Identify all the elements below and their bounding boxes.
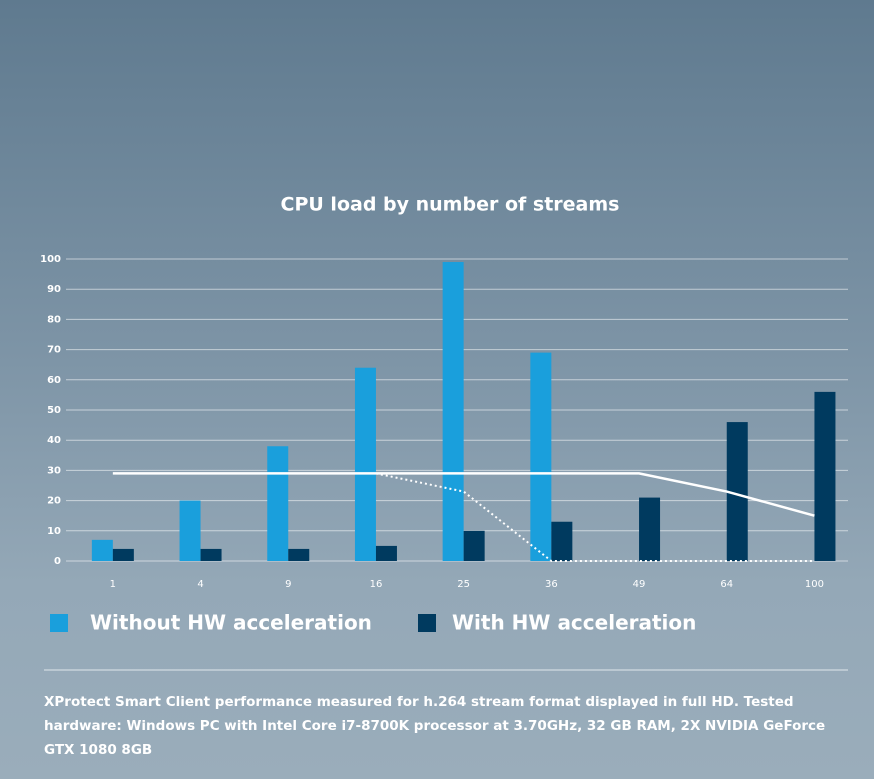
bar (443, 262, 464, 561)
y-tick-label: 50 (47, 405, 61, 416)
x-tick-label: 36 (545, 579, 558, 590)
y-tick-label: 60 (47, 375, 61, 386)
x-tick-label: 49 (633, 579, 646, 590)
bar (92, 540, 113, 561)
y-tick-label: 100 (40, 254, 61, 265)
y-tick-label: 20 (47, 496, 61, 507)
bar (814, 392, 835, 561)
chart: CPU load by number of streams 0 10 20 30 40 5… (0, 0, 874, 779)
y-tick-label: 40 (47, 435, 61, 446)
line (376, 473, 815, 561)
y-tick-label: 10 (47, 526, 61, 537)
bar (288, 549, 309, 561)
bar (267, 446, 288, 561)
y-tick-label: 30 (47, 465, 61, 476)
x-tick-label: 25 (457, 579, 470, 590)
legend-swatch (50, 614, 68, 632)
x-tick-label: 9 (285, 579, 291, 590)
legend-swatch (418, 614, 436, 632)
x-tick-label: 1 (110, 579, 116, 590)
x-tick-label: 100 (805, 579, 824, 590)
y-tick-label: 80 (47, 314, 61, 325)
bar (113, 549, 134, 561)
bar (530, 353, 551, 561)
bar (355, 368, 376, 561)
y-tick-label: 90 (47, 284, 61, 295)
line (113, 473, 815, 515)
chart-title: CPU load by number of streams (281, 194, 620, 216)
legend-label: With HW acceleration (452, 611, 696, 635)
bar (551, 522, 572, 561)
x-tick-label: 4 (197, 579, 203, 590)
x-tick-label: 16 (370, 579, 383, 590)
y-tick-label: 70 (47, 345, 61, 356)
bar (201, 549, 222, 561)
bar (639, 498, 660, 561)
y-tick-label: 0 (54, 556, 61, 567)
page: CPU load by number of streams 0 10 20 30 40 5… (0, 0, 874, 779)
bar (180, 501, 201, 561)
footnote: XProtect Smart Client performance measur… (44, 690, 844, 762)
bar (376, 546, 397, 561)
legend-label: Without HW acceleration (90, 611, 372, 635)
bar (464, 531, 485, 561)
x-tick-label: 64 (720, 579, 733, 590)
